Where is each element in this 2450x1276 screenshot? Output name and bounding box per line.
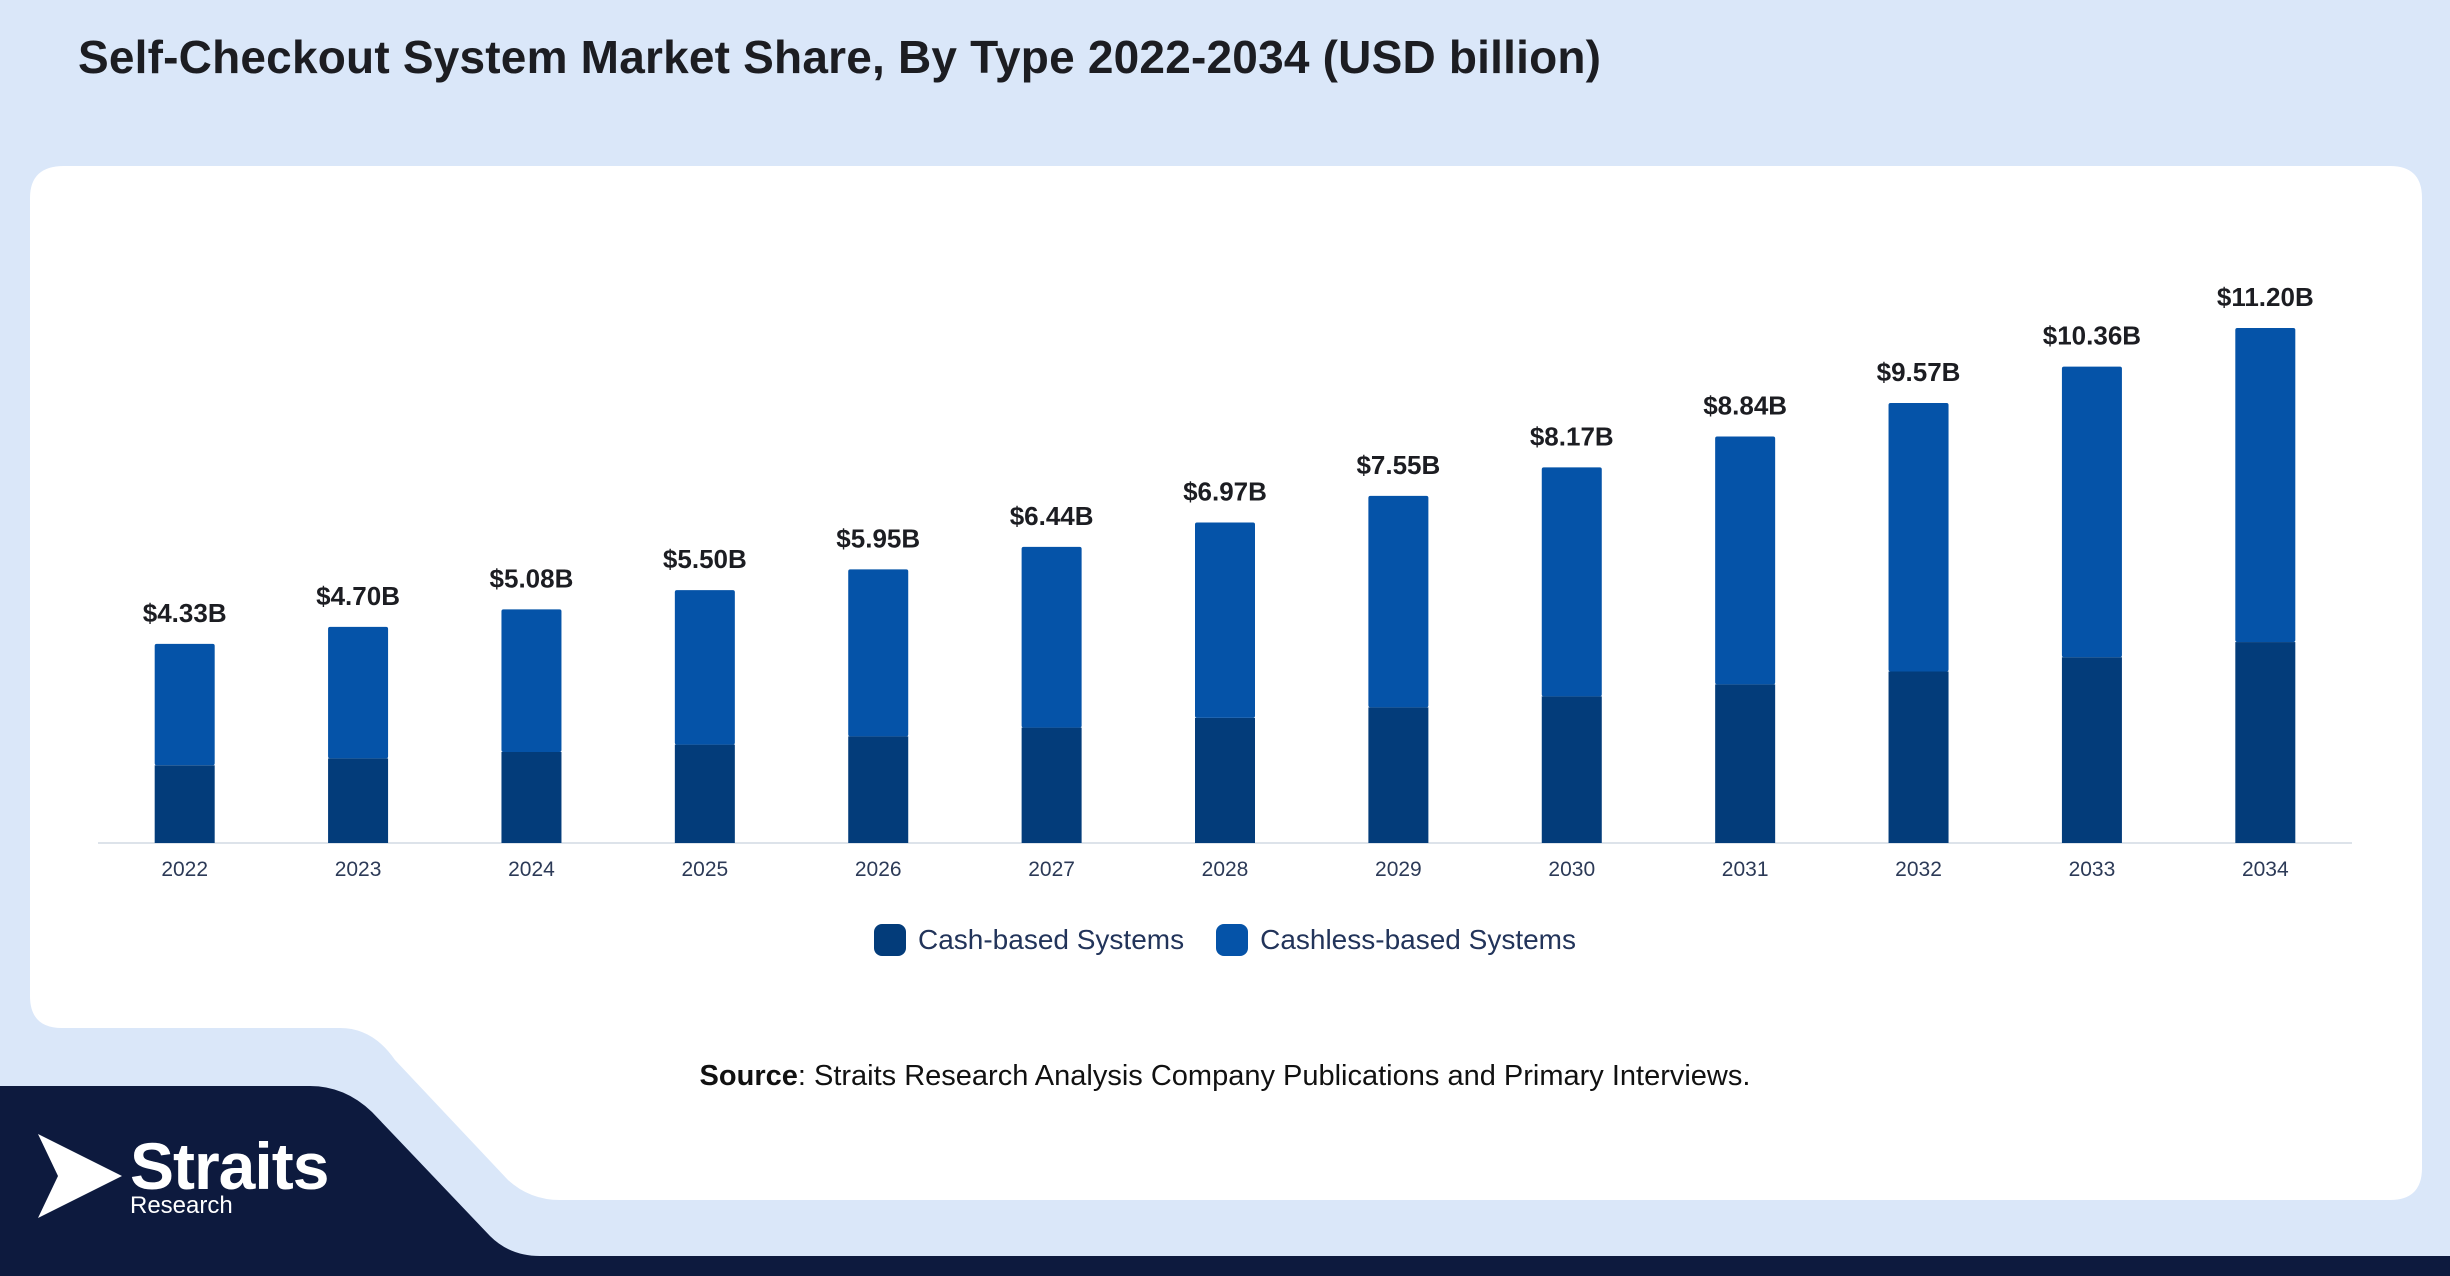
x-tick-2023: 2023 [335,858,382,881]
legend: Cash-based Systems Cashless-based System… [0,924,2450,956]
legend-label-cash: Cash-based Systems [917,924,1185,955]
footer-dark-band [0,1086,2450,1276]
x-tick-2032: 2032 [1895,858,1942,881]
total-label-2030: $8.17B [1530,421,1614,451]
total-label-2033: $10.36B [2043,321,2141,351]
x-tick-2027: 2027 [1028,858,1075,881]
total-label-2025: $5.50B [663,544,747,574]
x-tick-2029: 2029 [1375,858,1422,881]
total-label-2022: $4.33B [143,598,227,628]
total-label-2026: $5.95B [836,523,920,553]
x-tick-2026: 2026 [855,858,902,881]
source-key: Source [699,1060,798,1092]
bar-cash-2023[interactable] [328,758,389,843]
x-tick-2028: 2028 [1202,858,1249,881]
x-tick-2033: 2033 [2069,858,2116,881]
bar-cashless-2022[interactable] [154,643,215,766]
bar-cash-2031[interactable] [1715,684,1776,843]
source-text: : Straits Research Analysis Company Publ… [797,1060,1751,1092]
logo-subtitle: Research [130,1192,233,1219]
bar-cash-2033[interactable] [2061,657,2122,843]
bar-cash-2026[interactable] [848,736,909,843]
bar-cashless-2023[interactable] [328,626,389,759]
x-tick-2031: 2031 [1722,858,1769,881]
x-tick-2025: 2025 [681,858,728,881]
total-label-2032: $9.57B [1877,357,1961,387]
bar-cash-2022[interactable] [154,765,215,843]
x-tick-2030: 2030 [1548,858,1595,881]
bar-cashless-2032[interactable] [1888,402,1949,672]
total-label-2031: $8.84B [1703,391,1787,421]
bar-cashless-2034[interactable] [2235,328,2296,643]
bar-cash-2027[interactable] [1021,727,1082,843]
total-label-2023: $4.70B [316,581,400,611]
legend-swatch-cashless [1216,924,1249,956]
bar-cashless-2028[interactable] [1195,522,1255,718]
bar-cash-2025[interactable] [674,744,735,843]
total-label-2027: $6.44B [1010,501,1094,531]
bar-cash-2029[interactable] [1368,707,1429,843]
straits-arrow-icon [38,1134,122,1218]
legend-item-cash[interactable]: Cash-based Systems [873,924,1185,956]
x-tick-2022: 2022 [161,858,208,881]
bar-cashless-2030[interactable] [1541,467,1602,697]
x-tick-2024: 2024 [508,858,555,881]
total-label-2028: $6.97B [1183,477,1267,507]
bar-cashless-2024[interactable] [501,609,562,752]
bar-cash-2024[interactable] [501,751,562,843]
bar-cash-2030[interactable] [1541,696,1602,843]
logo-name: Straits [130,1129,329,1203]
bar-cashless-2027[interactable] [1021,546,1082,728]
legend-swatch-cash [873,924,906,956]
bar-cash-2034[interactable] [2235,642,2296,843]
source-note: Source: Straits Research Analysis Compan… [0,1060,2450,1093]
total-label-2024: $5.08B [490,563,574,593]
bar-cashless-2025[interactable] [674,590,735,745]
bar-cashless-2031[interactable] [1715,436,1776,685]
total-label-2029: $7.55B [1356,450,1440,480]
legend-item-cashless[interactable]: Cashless-based Systems [1216,924,1576,956]
total-label-2034: $11.20B [2217,282,2314,312]
bar-cash-2032[interactable] [1888,671,1949,843]
bar-cashless-2026[interactable] [848,569,909,737]
bar-cashless-2033[interactable] [2061,366,2122,658]
bar-cashless-2029[interactable] [1368,495,1429,708]
legend-label-cashless: Cashless-based Systems [1260,924,1576,955]
x-tick-2034: 2034 [2242,858,2289,881]
page-title: Self-Checkout System Market Share, By Ty… [78,31,1602,83]
bar-cash-2028[interactable] [1195,717,1255,843]
